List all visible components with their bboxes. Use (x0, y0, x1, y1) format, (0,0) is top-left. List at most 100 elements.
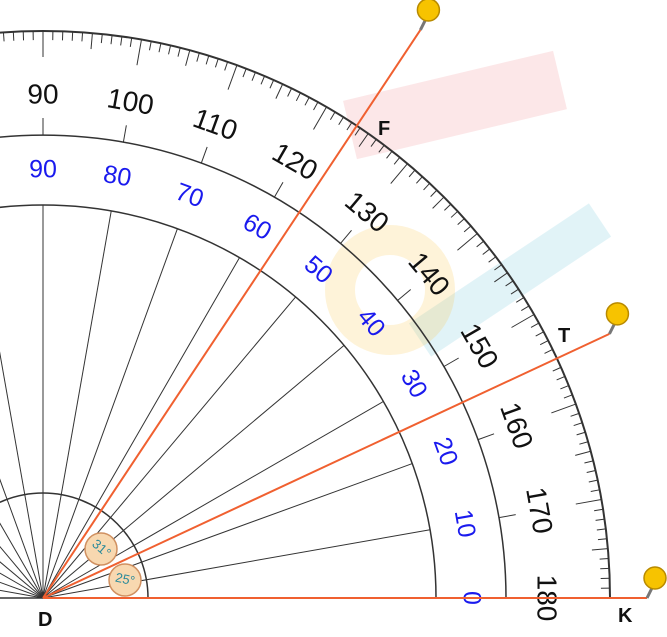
angle-label: 25° (114, 570, 136, 589)
radial-line (42, 401, 384, 599)
tick (158, 43, 162, 53)
tick (416, 176, 423, 184)
tick (2, 32, 5, 42)
tick (596, 528, 606, 531)
inner-label: 30 (395, 365, 433, 403)
tick (313, 106, 327, 130)
tick (556, 375, 566, 381)
tick (586, 469, 596, 473)
tick (358, 133, 369, 147)
tick (457, 233, 478, 251)
tick (591, 548, 608, 551)
watermark (325, 225, 455, 355)
tick (242, 68, 247, 78)
tick (370, 138, 377, 147)
radial-line (0, 545, 44, 599)
radial-line (42, 257, 240, 599)
tick (185, 50, 191, 66)
tick (498, 514, 516, 519)
tick (393, 157, 401, 165)
tick (251, 72, 256, 81)
inner-label: 60 (238, 208, 276, 246)
tick (477, 433, 495, 441)
tick (397, 289, 412, 301)
tick (488, 256, 497, 263)
tick (560, 385, 569, 390)
radial-line (42, 529, 431, 599)
tick (423, 182, 431, 191)
tick (530, 322, 540, 328)
point-label: D (38, 609, 52, 631)
tick (563, 394, 573, 399)
tick (576, 431, 586, 436)
tick (551, 403, 576, 414)
tick (346, 122, 353, 131)
inner-label: 90 (29, 156, 57, 184)
tick (510, 288, 519, 295)
tick (457, 218, 465, 225)
tick (539, 340, 549, 346)
outer-label: 160 (494, 398, 539, 453)
arc (0, 204, 437, 599)
tick (443, 357, 459, 367)
tick (81, 32, 84, 42)
tick (295, 92, 301, 102)
radial-line (42, 210, 112, 599)
radial-line (42, 296, 296, 599)
tick (354, 127, 361, 136)
tick (450, 210, 459, 218)
tick (573, 422, 583, 427)
tick (595, 518, 605, 521)
tick (122, 125, 127, 143)
tick (408, 169, 416, 178)
tick (584, 460, 594, 464)
tick (444, 203, 452, 211)
tick (378, 144, 385, 153)
tick (129, 37, 133, 47)
tick (494, 264, 503, 271)
tick (482, 248, 491, 255)
tick (590, 489, 600, 493)
tick (544, 348, 553, 354)
radial-line (0, 478, 44, 599)
tick (227, 65, 238, 90)
outer-label: 170 (520, 485, 559, 536)
tick (515, 297, 525, 303)
tick (511, 314, 535, 328)
tick (597, 538, 607, 541)
radial-line (42, 463, 413, 599)
tick (338, 116, 344, 126)
pin (605, 302, 630, 326)
radial-line (0, 522, 44, 599)
tick (260, 75, 266, 85)
tick (224, 61, 229, 71)
outer-label: 120 (267, 136, 323, 186)
point-label: T (558, 325, 570, 347)
inner-label: 80 (101, 160, 133, 192)
tick (120, 36, 123, 46)
watermark (343, 50, 567, 160)
tick (570, 412, 580, 417)
tick (274, 182, 284, 198)
tick (552, 366, 562, 372)
tick (575, 450, 591, 456)
tick (304, 97, 310, 106)
outer-label: 100 (105, 82, 156, 121)
angle-badge (84, 532, 118, 566)
point-label: K (618, 605, 633, 627)
tick (329, 111, 336, 120)
tick (177, 47, 181, 57)
tick (386, 150, 393, 159)
ray (42, 29, 422, 599)
tick (505, 280, 514, 287)
tick (313, 101, 319, 111)
tick (575, 499, 602, 505)
watermark (408, 203, 612, 357)
tick (432, 196, 445, 209)
tick (287, 88, 293, 97)
tick (390, 163, 408, 184)
tick (599, 557, 609, 560)
tick (275, 83, 284, 99)
